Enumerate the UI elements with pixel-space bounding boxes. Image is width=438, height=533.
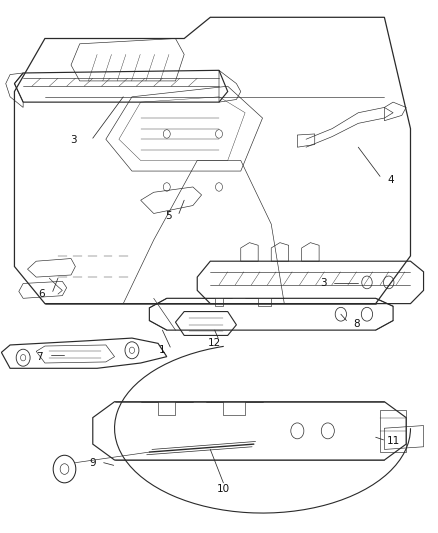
- Text: 11: 11: [386, 437, 400, 447]
- Text: 5: 5: [166, 211, 172, 221]
- Text: 12: 12: [208, 338, 221, 348]
- Text: 8: 8: [353, 319, 360, 329]
- Text: 10: 10: [217, 484, 230, 494]
- Text: 9: 9: [89, 458, 96, 467]
- Text: 3: 3: [320, 278, 327, 288]
- Text: 1: 1: [159, 345, 166, 356]
- Text: 3: 3: [70, 135, 77, 146]
- Text: 4: 4: [388, 175, 394, 185]
- Text: 7: 7: [36, 352, 43, 361]
- Text: 6: 6: [38, 289, 45, 299]
